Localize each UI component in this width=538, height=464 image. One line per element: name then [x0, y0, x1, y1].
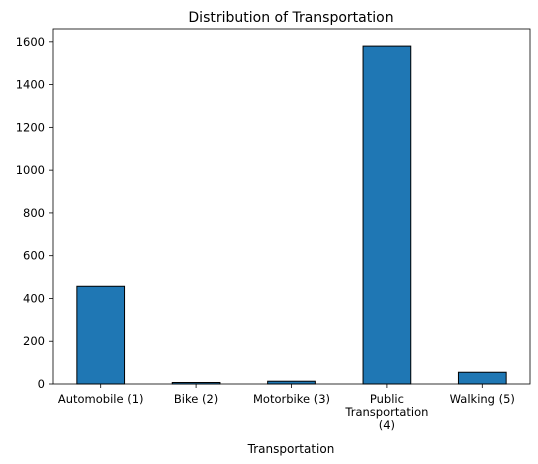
- chart-title: Distribution of Transportation: [188, 10, 393, 26]
- y-axis: 0 200 400 600 800 1000 1200 1400 1600: [16, 35, 53, 391]
- y-tick-label-1: 200: [23, 334, 45, 348]
- x-tick-label-3-line-2: (4): [379, 418, 395, 432]
- x-tick-label-1: Bike (2): [174, 392, 218, 406]
- y-tick-label-6: 1200: [16, 120, 45, 134]
- y-tick-label-2: 400: [23, 291, 45, 305]
- bar-2: [267, 380, 316, 385]
- x-axis: Automobile (1) Bike (2) Motorbike (3) Publi…: [58, 384, 515, 432]
- x-tick-label-4: Walking (5): [450, 392, 515, 406]
- x-tick-label-3-line-1: Transportation: [344, 405, 428, 419]
- y-tick-label-0: 0: [38, 377, 45, 391]
- y-tick-label-7: 1400: [16, 78, 45, 92]
- y-tick-label-4: 800: [23, 206, 45, 220]
- bars-group: [76, 45, 507, 385]
- y-tick-label-5: 1000: [16, 163, 45, 177]
- x-tick-label-2: Motorbike (3): [253, 392, 330, 406]
- x-axis-label: Transportation: [247, 442, 335, 456]
- bar-3: [362, 45, 412, 385]
- y-tick-label-3: 600: [23, 249, 45, 263]
- x-tick-label-0: Automobile (1): [58, 392, 144, 406]
- x-tick-label-3-line-0: Public: [370, 392, 404, 406]
- bar-0: [76, 285, 126, 385]
- bar-4: [457, 371, 507, 385]
- y-tick-label-8: 1600: [16, 35, 45, 49]
